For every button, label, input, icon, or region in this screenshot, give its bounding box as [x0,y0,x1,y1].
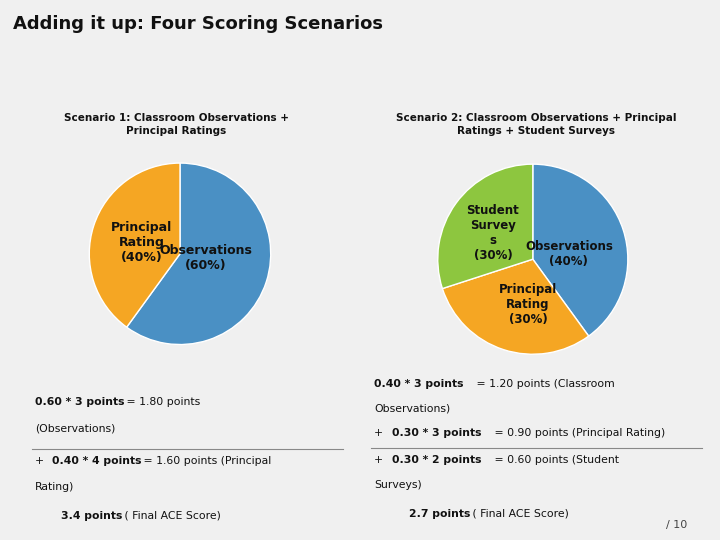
Text: Adding it up: Four Scoring Scenarios: Adding it up: Four Scoring Scenarios [13,15,383,33]
Wedge shape [127,163,271,345]
Text: Scenario 1: Classroom Observations +
Principal Ratings: Scenario 1: Classroom Observations + Pri… [64,113,289,136]
Text: = 1.80 points: = 1.80 points [122,397,200,408]
Text: Observations): Observations) [374,403,451,414]
Text: Observations
(60%): Observations (60%) [159,244,252,272]
Text: Principal
Rating
(40%): Principal Rating (40%) [112,221,173,265]
Text: / 10: / 10 [666,520,688,530]
Text: = 0.60 points (Student: = 0.60 points (Student [491,455,619,465]
Text: +: + [374,455,390,465]
Text: ( Final ACE Score): ( Final ACE Score) [121,511,221,521]
Text: Observations
(40%): Observations (40%) [525,240,613,268]
Text: +: + [35,456,51,466]
Text: 0.30 * 3 points: 0.30 * 3 points [392,428,482,438]
Text: 3.4 points: 3.4 points [61,511,122,521]
Text: +: + [374,428,390,438]
Text: 0.30 * 2 points: 0.30 * 2 points [392,455,482,465]
Text: Rating): Rating) [35,482,74,492]
Text: = 0.90 points (Principal Rating): = 0.90 points (Principal Rating) [491,428,665,438]
Text: = 1.20 points (Classroom: = 1.20 points (Classroom [473,379,615,389]
Wedge shape [442,259,589,354]
Text: = 1.60 points (Principal: = 1.60 points (Principal [140,456,271,466]
Wedge shape [438,164,533,288]
Text: 0.40 * 4 points: 0.40 * 4 points [52,456,142,466]
Wedge shape [533,164,628,336]
Text: 2.7 points: 2.7 points [410,509,471,519]
Text: (Observations): (Observations) [35,423,115,434]
Text: Principal
Rating
(30%): Principal Rating (30%) [499,284,557,326]
Text: Surveys): Surveys) [374,480,422,490]
Text: 0.40 * 3 points: 0.40 * 3 points [374,379,464,389]
Text: 0.60 * 3 points: 0.60 * 3 points [35,397,125,408]
Text: Student
Survey
s
(30%): Student Survey s (30%) [467,204,519,261]
Wedge shape [89,163,180,327]
Text: Scenario 2: Classroom Observations + Principal
Ratings + Student Surveys: Scenario 2: Classroom Observations + Pri… [396,113,677,136]
Text: ( Final ACE Score): ( Final ACE Score) [469,509,570,519]
